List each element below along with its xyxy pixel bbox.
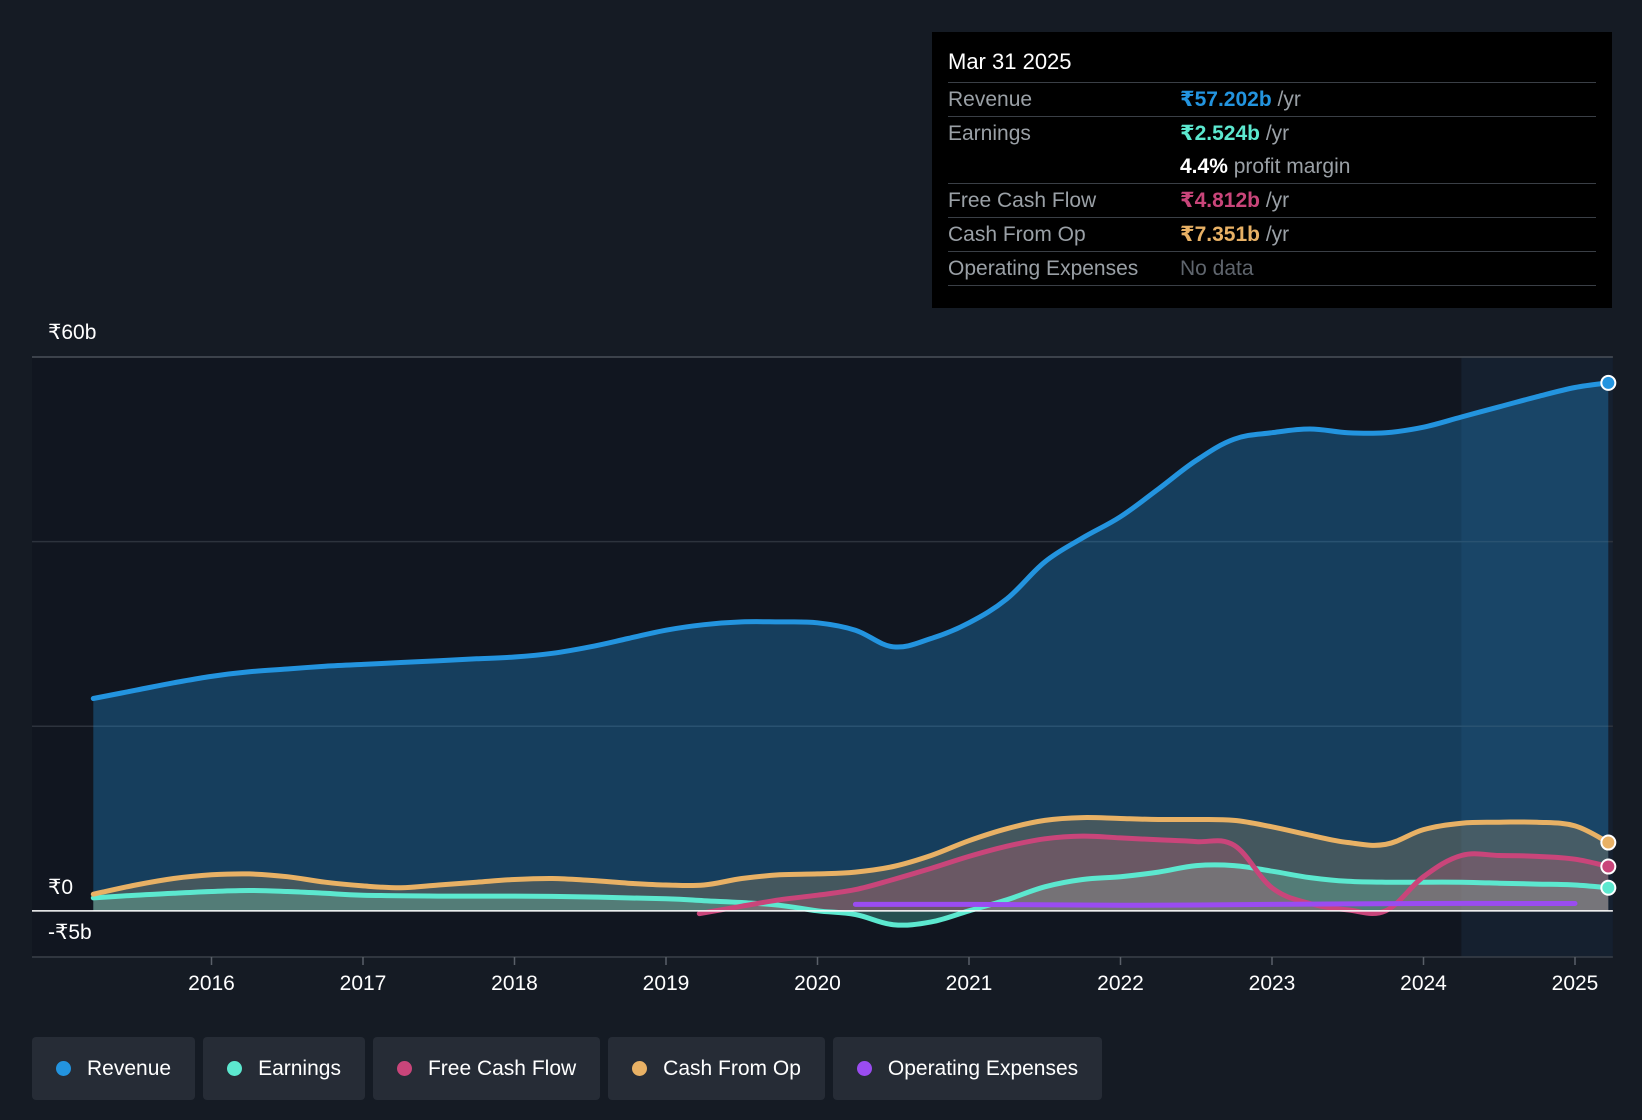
legend-label-fcf: Free Cash Flow bbox=[427, 1056, 577, 1080]
tooltip-value-opex: No data bbox=[1180, 257, 1254, 280]
legend: Revenue Earnings Free Cash Flow Cash Fro… bbox=[32, 1037, 1103, 1100]
legend-dot-earnings-icon bbox=[227, 1061, 243, 1076]
tooltip-row-opex: Operating Expenses No data bbox=[948, 252, 1596, 286]
tooltip-row-fcf: Free Cash Flow ₹4.812b /yr bbox=[948, 184, 1596, 218]
tooltip-value-earnings: ₹2.524b bbox=[1180, 122, 1260, 145]
legend-dot-cfo-icon bbox=[632, 1061, 648, 1076]
tooltip-unit-fcf: /yr bbox=[1265, 189, 1290, 212]
series-area-earnings bbox=[93, 864, 1609, 926]
tooltip-value-revenue: ₹57.202b bbox=[1180, 88, 1272, 111]
tooltip-row-revenue: Revenue ₹57.202b /yr bbox=[948, 83, 1596, 117]
tooltip-unit-revenue: /yr bbox=[1277, 88, 1301, 111]
tooltip-label-opex: Operating Expenses bbox=[948, 257, 1139, 280]
series-area-revenue bbox=[93, 382, 1609, 911]
plot-background bbox=[32, 357, 1613, 957]
legend-label-opex: Operating Expenses bbox=[887, 1056, 1079, 1080]
x-tick-label-2024: 2024 bbox=[1400, 972, 1447, 995]
tooltip-label-revenue: Revenue bbox=[948, 88, 1033, 111]
tooltip-profit-margin-value: 4.4% bbox=[1180, 155, 1228, 178]
series-line-revenue bbox=[90, 380, 1611, 701]
x-tick-label-2016: 2016 bbox=[188, 972, 235, 995]
tooltip-label-earnings: Earnings bbox=[948, 122, 1031, 145]
legend-item-fcf[interactable]: Free Cash Flow bbox=[372, 1037, 601, 1100]
legend-item-cfo[interactable]: Cash From Op bbox=[608, 1037, 825, 1100]
legend-label-earnings: Earnings bbox=[258, 1056, 341, 1080]
x-tick-label-2021: 2021 bbox=[946, 972, 993, 995]
legend-item-earnings[interactable]: Earnings bbox=[203, 1037, 365, 1100]
x-tick-label-2020: 2020 bbox=[794, 972, 841, 995]
series-endpoint-cfo bbox=[1600, 834, 1617, 851]
series-line-cfo bbox=[90, 815, 1611, 897]
x-tick-label-2025: 2025 bbox=[1552, 972, 1599, 995]
series-endpoint-fcf bbox=[1600, 858, 1617, 875]
legend-item-revenue[interactable]: Revenue bbox=[32, 1037, 196, 1100]
x-tick-label-2023: 2023 bbox=[1249, 972, 1296, 995]
legend-dot-revenue-icon bbox=[56, 1061, 71, 1076]
tooltip-row-earnings: Earnings ₹2.524b /yr 4.4% profit margin bbox=[948, 117, 1596, 184]
y-axis-label-negative: -₹5b bbox=[48, 921, 92, 944]
legend-item-opex[interactable]: Operating Expenses bbox=[832, 1037, 1103, 1100]
x-tick-label-2018: 2018 bbox=[491, 972, 538, 995]
tooltip-unit-cfo: /yr bbox=[1265, 223, 1290, 246]
series-line-opex bbox=[852, 900, 1578, 908]
x-tick-label-2019: 2019 bbox=[643, 972, 690, 995]
series-line-earnings bbox=[90, 862, 1611, 928]
y-axis-label-zero: ₹0 bbox=[48, 876, 73, 899]
y-axis-label-top: ₹60b bbox=[48, 321, 96, 344]
x-tick-label-2022: 2022 bbox=[1097, 972, 1144, 995]
tooltip-row-cfo: Cash From Op ₹7.351b /yr bbox=[948, 218, 1596, 252]
series-endpoint-revenue bbox=[1600, 374, 1617, 391]
legend-dot-opex-icon bbox=[856, 1061, 872, 1076]
tooltip-date: Mar 31 2025 bbox=[948, 46, 1596, 83]
tooltip-profit-margin-label: profit margin bbox=[1233, 155, 1351, 178]
series-line-fcf bbox=[696, 833, 1611, 917]
legend-label-revenue: Revenue bbox=[87, 1056, 172, 1080]
legend-label-cfo: Cash From Op bbox=[663, 1056, 801, 1080]
legend-dot-fcf-icon bbox=[396, 1061, 412, 1076]
series-endpoint-earnings bbox=[1600, 879, 1617, 896]
tooltip-unit-earnings: /yr bbox=[1265, 122, 1290, 145]
tooltip-label-cfo: Cash From Op bbox=[948, 223, 1086, 246]
x-tick-label-2017: 2017 bbox=[340, 972, 387, 995]
tooltip-value-cfo: ₹7.351b bbox=[1180, 223, 1260, 246]
tooltip-value-fcf: ₹4.812b bbox=[1180, 189, 1260, 212]
tooltip-label-fcf: Free Cash Flow bbox=[948, 189, 1097, 212]
tooltip-panel: Mar 31 2025 Revenue ₹57.202b /yr Earning… bbox=[932, 32, 1612, 308]
